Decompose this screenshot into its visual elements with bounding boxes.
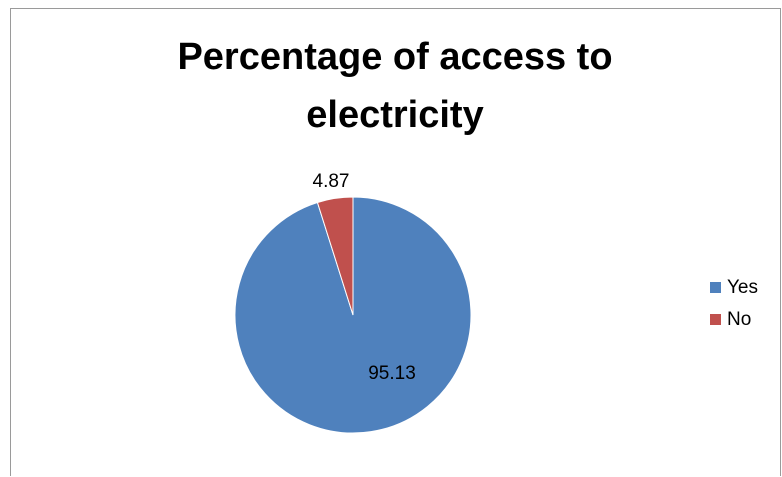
chart-title-line-1: Percentage of access to [177, 36, 613, 78]
legend-label-no: No [727, 308, 752, 330]
data-label-no: 4.87 [313, 171, 350, 192]
legend-swatch-yes [710, 282, 721, 293]
chart-title: Percentage of access to electricity [0, 28, 782, 144]
data-label-yes: 95.13 [368, 363, 416, 384]
legend: Yes No [710, 276, 758, 340]
legend-item-yes[interactable]: Yes [710, 276, 758, 299]
legend-label-yes: Yes [727, 276, 758, 298]
pie-slice-no[interactable] [316, 196, 354, 316]
legend-item-no[interactable]: No [710, 308, 758, 331]
chart-frame [10, 8, 781, 476]
chart-title-line-2: electricity [306, 94, 484, 136]
legend-swatch-no [710, 314, 721, 325]
